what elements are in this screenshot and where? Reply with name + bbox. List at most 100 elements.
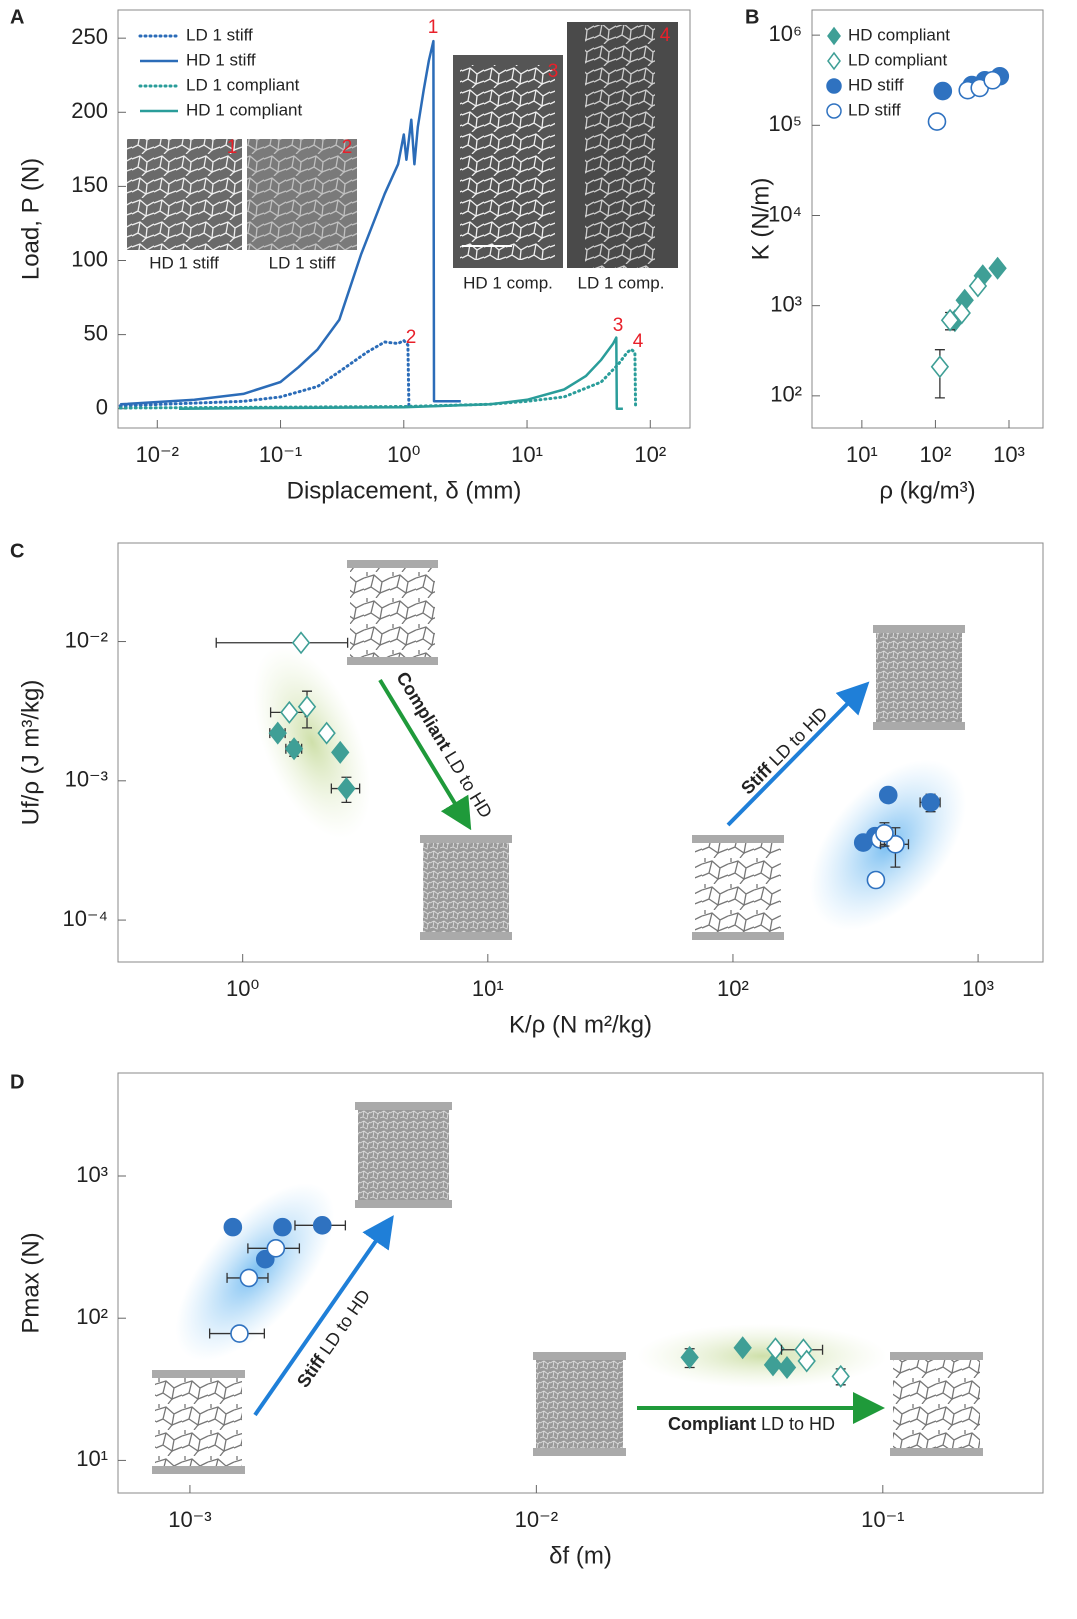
plot-frame (811, 9, 1044, 429)
x-tick-label: 10⁰ (226, 976, 259, 1001)
plot-frame (117, 542, 1044, 963)
x-axis-label: δf (m) (549, 1542, 612, 1569)
legend-swatch (826, 78, 842, 94)
marker (273, 1217, 292, 1237)
peak-label: 3 (613, 315, 624, 336)
y-axis-label: K (N/m) (747, 178, 774, 261)
arrow-label-text: LD to HD (441, 748, 497, 822)
marker (223, 1217, 243, 1237)
plot-frame (117, 1072, 1044, 1494)
panel-label: A (10, 6, 24, 28)
marker (866, 870, 886, 890)
y-tick-label: 10⁻³ (65, 767, 108, 792)
peak-label: 2 (406, 327, 417, 348)
inset-marker: 3 (548, 61, 559, 82)
inset-marker: 2 (342, 137, 353, 158)
marker (297, 695, 317, 719)
marker (239, 1268, 259, 1288)
marker (230, 1324, 249, 1343)
peak-label: 4 (633, 331, 644, 352)
marker (268, 721, 287, 745)
inset-label: HD 1 stiff (149, 253, 219, 272)
x-axis-label: ρ (kg/m³) (879, 477, 975, 504)
y-tick-label: 10³ (76, 1162, 108, 1187)
marker (317, 721, 336, 745)
x-tick-label: 10² (634, 442, 666, 467)
inset-label: HD 1 comp. (463, 273, 553, 292)
error-bar (215, 637, 349, 648)
inset-label: LD 1 comp. (578, 273, 665, 292)
legend-label: HD 1 stiff (186, 50, 256, 69)
x-tick-label: 10⁻² (515, 1507, 558, 1532)
x-tick-label: 10⁻³ (168, 1507, 211, 1532)
decor-c (253, 560, 967, 940)
marker (878, 785, 898, 805)
x-tick-label: 10⁰ (387, 442, 420, 467)
panel-label: B (745, 6, 759, 28)
marker (875, 823, 894, 843)
legend-label: LD 1 stiff (186, 25, 253, 44)
arrow-label-bold: Stiff (737, 758, 777, 798)
legend-swatch (827, 51, 841, 71)
line-series (118, 339, 411, 408)
line-series (178, 336, 623, 410)
marker (927, 112, 947, 131)
legend-label: HD compliant (848, 25, 950, 44)
insets-a (127, 22, 678, 268)
x-tick-label: 10² (717, 976, 749, 1001)
legend-label: HD 1 compliant (186, 100, 302, 119)
x-tick-label: 10¹ (846, 442, 878, 467)
marker (886, 835, 905, 854)
marker (284, 737, 304, 761)
marker (733, 1336, 752, 1360)
y-tick-label: 150 (71, 172, 108, 197)
y-tick-label: 200 (71, 98, 108, 123)
y-tick-label: 100 (71, 246, 108, 271)
arrow-label: CompliantLD to HD (393, 668, 497, 821)
peak-label: 1 (428, 17, 439, 38)
x-axis-label: Displacement, δ (mm) (287, 477, 522, 504)
y-axis-label: Uf/ρ (J m³/kg) (17, 680, 44, 826)
legend-label: LD compliant (848, 50, 947, 69)
marker (921, 793, 940, 812)
arrow-label-bold: Compliant (668, 1414, 756, 1434)
inset-marker: 1 (227, 137, 238, 158)
x-tick-label: 10¹ (472, 976, 504, 1001)
y-axis-label: Pmax (N) (17, 1232, 44, 1333)
marker (312, 1216, 332, 1235)
x-tick-label: 10¹ (511, 442, 543, 467)
panel-label: D (10, 1071, 24, 1093)
legend-swatch (827, 26, 841, 46)
arrow-label-text: LD to HD (316, 1286, 375, 1358)
marker (680, 1345, 699, 1369)
panel-label: C (10, 540, 24, 562)
marker (291, 631, 311, 655)
x-tick-label: 10³ (962, 976, 994, 1001)
y-axis-label: Load, P (N) (17, 158, 44, 280)
arrow-label-text: LD to HD (761, 1414, 835, 1434)
y-tick-label: 10⁶ (768, 21, 802, 46)
decor-d (152, 1102, 983, 1474)
marker (831, 1364, 850, 1388)
arrow-label: StiffLD to HD (737, 703, 831, 798)
x-tick-label: 10⁻¹ (259, 442, 302, 467)
legend-label: LD stiff (848, 100, 901, 119)
marker (777, 1356, 797, 1380)
y-tick-label: 250 (71, 24, 108, 49)
marker (266, 1239, 286, 1258)
marker (797, 1349, 816, 1373)
x-axis-label: K/ρ (N m²/kg) (509, 1011, 652, 1038)
y-tick-label: 10⁻² (65, 627, 108, 652)
x-tick-label: 10⁻² (136, 442, 179, 467)
x-tick-label: 10² (920, 442, 952, 467)
line-series (120, 39, 461, 406)
inset-marker: 4 (660, 25, 671, 46)
legend-label: LD 1 compliant (186, 75, 300, 94)
marker (331, 740, 350, 764)
marker (988, 256, 1007, 280)
marker (933, 81, 953, 101)
y-tick-label: 10² (76, 1304, 108, 1329)
